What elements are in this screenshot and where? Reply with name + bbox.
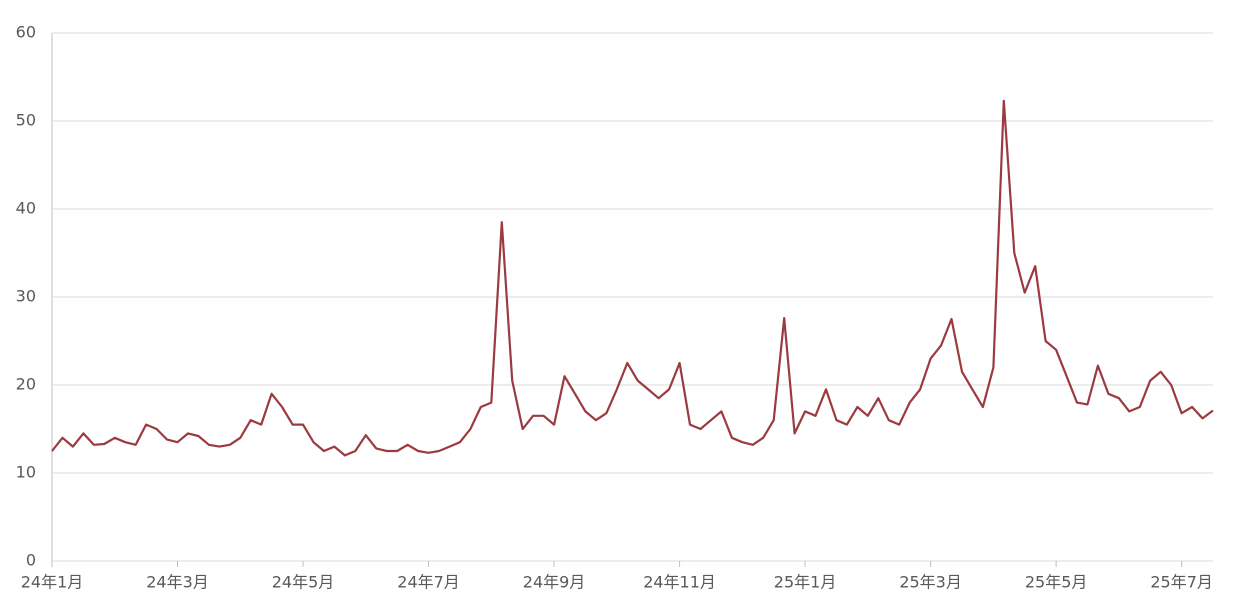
y-tick-label: 30 [16, 287, 36, 306]
x-tick-label: 24年9月 [523, 573, 586, 592]
x-tick-label: 25年1月 [774, 573, 837, 592]
y-tick-label: 50 [16, 111, 36, 130]
x-tick-label: 25年3月 [899, 573, 962, 592]
y-tick-label: 0 [26, 551, 36, 570]
y-tick-label: 20 [16, 375, 36, 394]
x-tick-label: 24年11月 [643, 573, 716, 592]
x-tick-label: 24年1月 [21, 573, 84, 592]
y-tick-label: 60 [16, 23, 36, 42]
line-series [51, 99, 1214, 457]
x-tick-label: 25年7月 [1150, 573, 1213, 592]
x-tick-label: 25年5月 [1025, 573, 1088, 592]
x-tick-label: 24年5月 [272, 573, 335, 592]
y-tick-label: 40 [16, 199, 36, 218]
x-tick-label: 24年3月 [146, 573, 209, 592]
y-tick-label: 10 [16, 463, 36, 482]
x-tick-label: 24年7月 [397, 573, 460, 592]
